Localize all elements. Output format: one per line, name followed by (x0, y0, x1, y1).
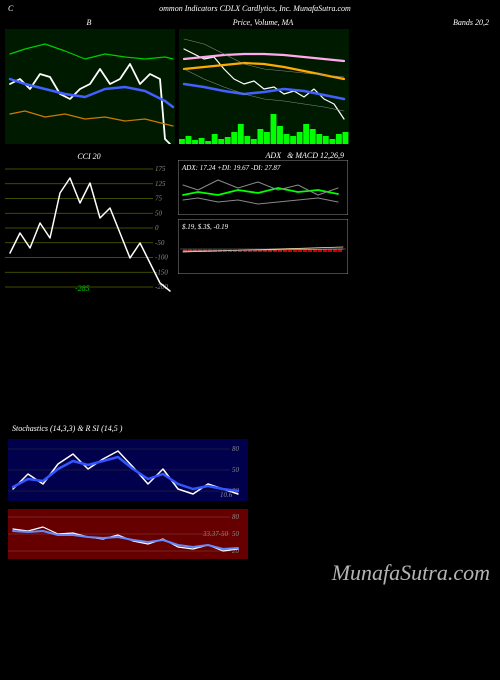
svg-text:-150: -150 (155, 268, 168, 276)
svg-text:125: 125 (155, 180, 166, 188)
chart-stoch: 80502010.6 (8, 439, 248, 501)
svg-text:-50: -50 (155, 239, 165, 247)
panel-adx-macd-col: ADX & MACD 12,26,9 ADX: 17.24 +DI: 19.67… (178, 151, 348, 294)
adx-prefix: ADX (266, 151, 282, 160)
svg-text:ADX: 17.24 +DI: 19.67 -DI:: ADX: 17.24 +DI: 19.67 -DI: 27.87 (181, 164, 281, 172)
row-3: Stochastics (14,3,3) & R SI (14,5 ) 80 50… (0, 424, 500, 561)
panel-b: B (4, 17, 174, 145)
svg-text:175: 175 (155, 165, 166, 173)
header-center: ommon Indicators CDLX Cardlytics, Inc. M… (18, 4, 492, 13)
chart-rsi: 80502033.37-50 (8, 509, 248, 559)
watermark: MunafaSutra.com (332, 560, 490, 586)
panel-cci-title: CCI 20 (5, 152, 173, 161)
chart-cci: 17512575500-50-100-150-200-285 (5, 163, 175, 293)
chart-price (179, 29, 349, 144)
svg-text:50: 50 (232, 530, 240, 538)
panel-price: Price, Volume, MA (178, 17, 348, 145)
panel-cci: CCI 20 17512575500-50-100-150-200-285 (4, 151, 174, 294)
row-1: B Price, Volume, MA Bands 20,2 (0, 17, 500, 145)
svg-text:-100: -100 (155, 254, 168, 262)
adx-macd-header: ADX & MACD 12,26,9 (178, 151, 348, 160)
stoch-title-row: Stochastics (14,3,3) & R SI (14,5 ) (4, 424, 496, 433)
panel-bands-label: Bands 20,2 (352, 17, 496, 145)
bands-title: Bands 20,2 (353, 18, 495, 27)
svg-text:-285: -285 (75, 284, 90, 293)
panel-price-title: Price, Volume, MA (179, 18, 347, 27)
stoch-title: Stochastics (14,3,3) & R SI (14,5 ) (12, 424, 122, 433)
svg-text:10.6: 10.6 (220, 491, 233, 499)
row-2: CCI 20 17512575500-50-100-150-200-285 AD… (0, 151, 500, 294)
macd-suffix: & MACD 12,26,9 (287, 151, 344, 160)
panel-b-title: B (5, 18, 173, 27)
svg-text:0: 0 (155, 224, 159, 232)
svg-text:50: 50 (155, 209, 163, 217)
svg-text:80: 80 (232, 445, 240, 453)
chart-adx: ADX: 17.24 +DI: 19.67 -DI: 27.87 (178, 160, 348, 215)
svg-text:33.37-50: 33.37-50 (202, 530, 229, 538)
header-left: C (8, 4, 18, 13)
chart-b (5, 29, 175, 144)
page-header: C ommon Indicators CDLX Cardlytics, Inc.… (0, 0, 500, 17)
svg-text:50: 50 (232, 466, 240, 474)
chart-macd: $.19, $.3$, -0.19 (178, 219, 348, 274)
svg-text:80: 80 (232, 513, 240, 521)
svg-text:75: 75 (155, 195, 163, 203)
svg-text:$.19, $.3$, -0.19: $.19, $.3$, -0.19 (182, 223, 229, 231)
